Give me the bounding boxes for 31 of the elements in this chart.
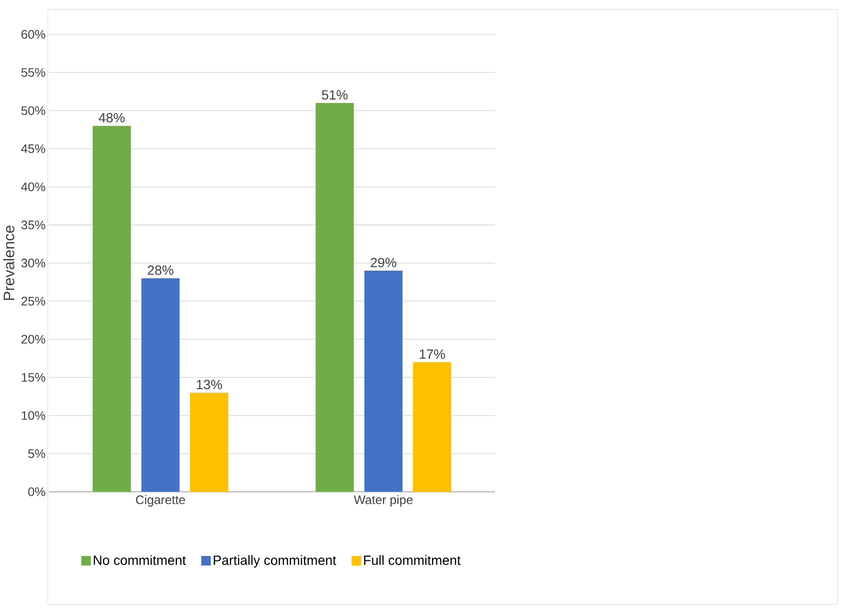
- bar: [364, 270, 403, 492]
- bar: [190, 392, 228, 492]
- y-tick-label: 15%: [22, 373, 46, 382]
- y-tick-label: 10%: [22, 411, 46, 420]
- y-tick-label: 30%: [21, 258, 46, 268]
- y-tick-label: 35%: [21, 220, 46, 230]
- x-tick-label: Cigarette: [136, 495, 186, 507]
- y-axis-title: Prevalence: [3, 226, 14, 300]
- y-tick-label: 55%: [21, 68, 46, 77]
- data-label: 51%: [322, 90, 348, 100]
- data-label: 29%: [370, 258, 396, 268]
- bar: [92, 126, 131, 492]
- y-tick-label: 60%: [22, 30, 46, 39]
- data-label: 17%: [420, 349, 445, 359]
- legend-label: Full commitment: [364, 555, 461, 565]
- bar: [141, 278, 180, 492]
- bar: [316, 102, 354, 492]
- data-label: 48%: [98, 113, 125, 122]
- y-tick-label: 5%: [28, 449, 46, 458]
- y-tick-label: 25%: [22, 296, 46, 306]
- legend-label: Partially commitment: [214, 555, 336, 568]
- y-tick-label: 0%: [28, 487, 46, 496]
- y-tick-label: 40%: [21, 182, 46, 192]
- y-tick-label: 45%: [21, 144, 46, 154]
- y-tick-label: 20%: [22, 334, 46, 344]
- data-label: 13%: [196, 380, 222, 390]
- x-tick-label: Water pipe: [354, 495, 413, 507]
- legend-label: No commitment: [94, 555, 186, 565]
- y-tick-label: 50%: [21, 106, 46, 115]
- data-label: 28%: [148, 266, 174, 275]
- bar: [413, 362, 452, 492]
